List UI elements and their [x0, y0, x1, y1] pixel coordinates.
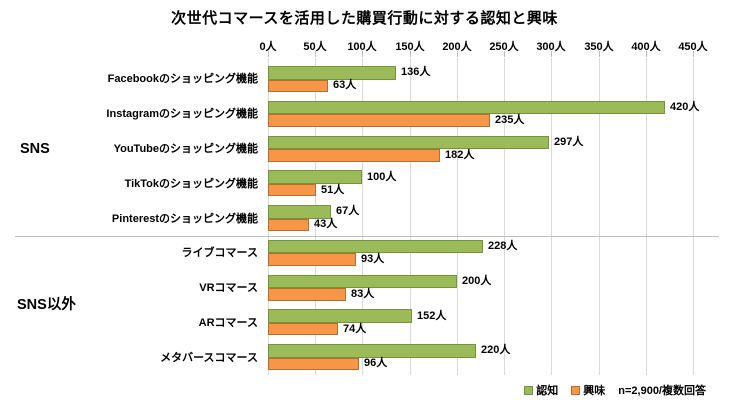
axis-tick-150	[410, 51, 411, 57]
bar-認知-6	[268, 274, 457, 289]
category-label-2: YouTubeのショッピング機能	[113, 142, 258, 155]
bar-認知-4	[268, 205, 331, 219]
bar-認知-7	[268, 309, 412, 323]
sample-note: n=2,900/複数回答	[618, 385, 706, 397]
x-axis-label-50: 50人	[303, 41, 327, 53]
group-label-1: SNS以外	[17, 297, 76, 314]
gridline-150	[410, 58, 411, 375]
axis-tick-100	[362, 51, 363, 57]
value-label-認知-5: 228人	[488, 240, 518, 253]
value-label-認知-7: 152人	[417, 309, 447, 322]
x-axis-label-200: 200人	[442, 41, 472, 53]
group-label-0: SNS	[20, 140, 50, 157]
value-label-認知-6: 200人	[462, 274, 492, 287]
bar-興味-7	[268, 322, 338, 336]
plot-area: 136人 63人 420人 235人 297人 182人 100人 51人 67人 43人 228人…	[268, 58, 719, 375]
category-label-8: メタバースコマース	[160, 351, 258, 364]
bar-認知-0	[268, 66, 396, 80]
axis-tick-350	[599, 51, 600, 57]
value-label-興味-0: 63人	[333, 79, 357, 92]
bar-興味-0	[268, 79, 328, 92]
category-label-4: Pinterestのショッピング機能	[111, 212, 258, 225]
legend-item-認知: 認知	[524, 382, 558, 398]
axis-tick-450	[693, 51, 694, 57]
value-label-興味-1: 235人	[495, 114, 525, 127]
category-label-5: ライブコマース	[181, 247, 258, 260]
x-axis-label-400: 400人	[631, 41, 661, 53]
group-divider	[15, 236, 719, 237]
x-axis-label-300: 300人	[536, 41, 566, 53]
axis-tick-400	[646, 51, 647, 57]
legend-items: 認知 興味	[524, 382, 605, 398]
legend-swatch-興味	[571, 385, 581, 395]
value-label-認知-3: 100人	[367, 170, 397, 183]
x-axis-label-150: 150人	[395, 41, 425, 53]
bar-認知-3	[268, 170, 362, 184]
gridline-350	[599, 58, 600, 375]
gridline-250	[504, 58, 505, 375]
axis-tick-50	[315, 51, 316, 57]
value-label-認知-8: 220人	[481, 344, 511, 357]
bar-興味-8	[268, 357, 359, 371]
axis-tick-250	[504, 51, 505, 57]
bar-興味-5	[268, 253, 356, 266]
gridline-300	[551, 58, 552, 375]
bar-興味-2	[268, 149, 440, 162]
category-label-7: ARコマース	[198, 316, 258, 329]
legend-label-認知: 認知	[536, 385, 559, 397]
legend-item-興味: 興味	[571, 382, 605, 398]
legend-swatch-認知	[524, 385, 534, 395]
axis-tick-200	[457, 51, 458, 57]
bar-興味-3	[268, 183, 316, 197]
gridline-400	[646, 58, 647, 375]
gridline-200	[457, 58, 458, 375]
bar-認知-1	[268, 100, 665, 115]
bar-興味-1	[268, 114, 490, 127]
x-axis-label-350: 350人	[584, 41, 614, 53]
value-label-興味-5: 93人	[361, 253, 385, 266]
bar-認知-5	[268, 239, 483, 254]
value-label-興味-4: 43人	[314, 218, 338, 231]
value-label-認知-2: 297人	[554, 135, 584, 148]
value-label-興味-2: 182人	[445, 148, 475, 161]
category-label-6: VRコマース	[199, 282, 258, 295]
value-label-認知-4: 67人	[336, 205, 360, 218]
value-label-認知-0: 136人	[401, 66, 431, 79]
x-axis-label-0: 0人	[259, 41, 277, 53]
value-label-興味-7: 74人	[343, 322, 367, 335]
gridline-100	[362, 58, 363, 375]
category-label-0: Facebookのショッピング機能	[107, 73, 258, 86]
axis-tick-0	[268, 51, 269, 57]
chart-title: 次世代コマースを活用した購買行動に対する認知と興味	[171, 10, 558, 27]
value-label-興味-8: 96人	[364, 357, 388, 370]
bar-認知-8	[268, 344, 476, 358]
value-label-興味-6: 83人	[351, 287, 375, 300]
legend: 認知 興味 n=2,900/複数回答	[524, 382, 706, 398]
bar-興味-4	[268, 218, 309, 232]
axis-tick-300	[551, 51, 552, 57]
value-label-興味-3: 51人	[321, 183, 345, 196]
x-axis-label-250: 250人	[489, 41, 519, 53]
bar-興味-6	[268, 288, 346, 301]
bar-認知-2	[268, 135, 549, 150]
gridline-450	[693, 58, 694, 375]
category-label-1: Instagramのショッピング機能	[106, 108, 258, 121]
x-axis-label-100: 100人	[347, 41, 377, 53]
x-axis-label-450: 450人	[678, 41, 708, 53]
value-label-認知-1: 420人	[670, 101, 700, 114]
legend-label-興味: 興味	[583, 385, 606, 397]
category-label-3: TikTokのショッピング機能	[124, 177, 258, 190]
